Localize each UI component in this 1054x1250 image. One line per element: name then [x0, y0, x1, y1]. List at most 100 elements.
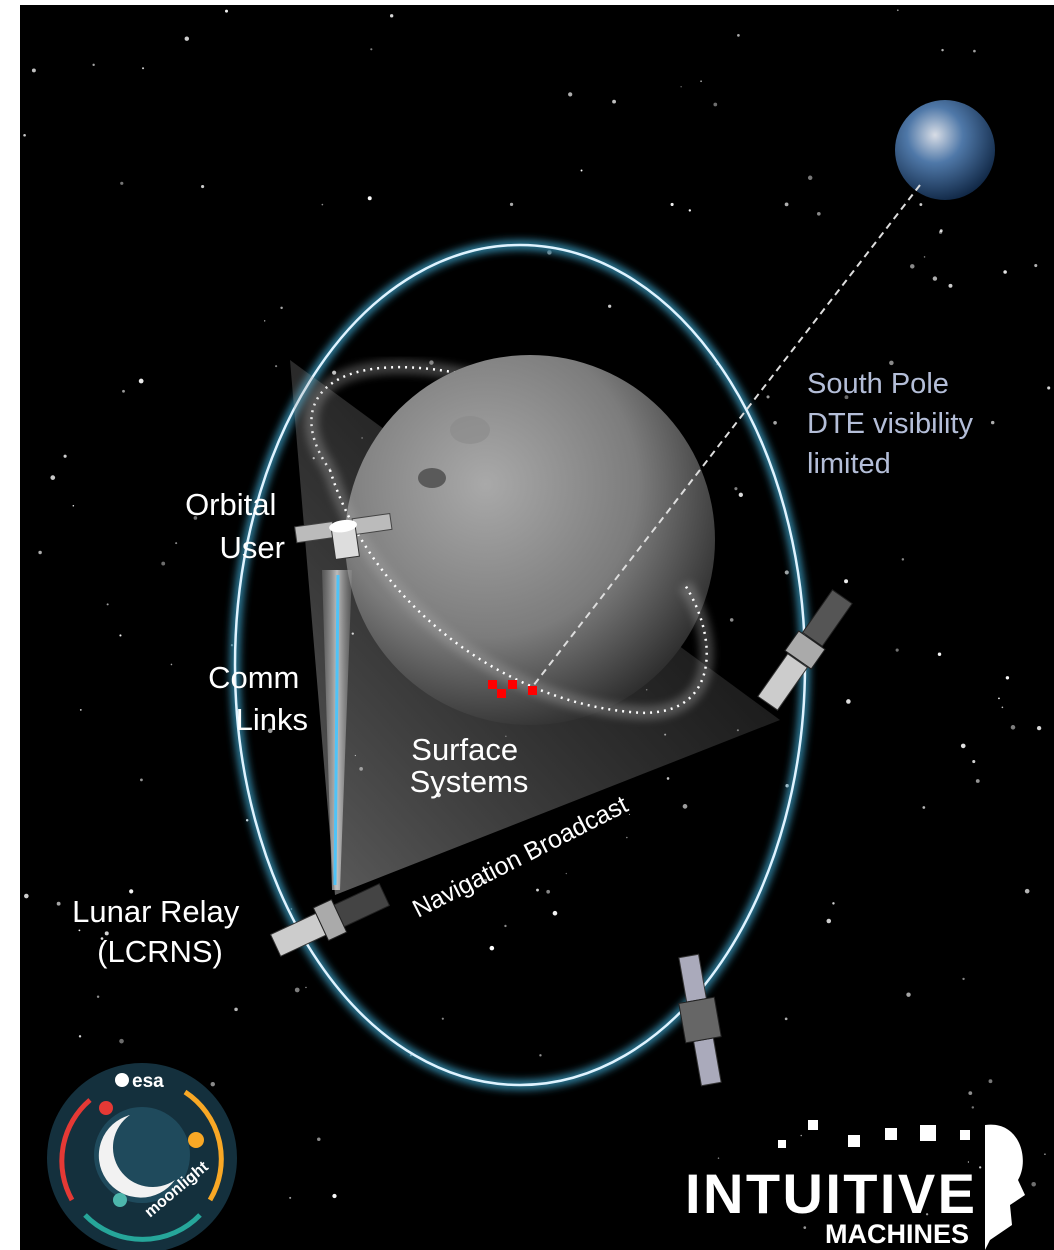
star: [680, 86, 682, 88]
star: [1034, 264, 1038, 268]
star: [580, 169, 583, 172]
user-orbit-back: [310, 365, 491, 471]
star: [332, 1193, 337, 1199]
star: [896, 9, 899, 12]
star: [539, 1054, 542, 1057]
star: [826, 918, 832, 924]
star: [612, 99, 616, 104]
star: [988, 1079, 993, 1084]
star: [245, 818, 249, 822]
star: [932, 276, 938, 281]
lunar-relay-label: Lunar Relay (LCRNS): [72, 894, 248, 969]
star: [889, 360, 894, 366]
star: [317, 1137, 321, 1142]
star: [175, 542, 178, 545]
surface-system: [488, 680, 497, 689]
star: [948, 283, 953, 288]
star: [120, 181, 124, 185]
star: [119, 1038, 124, 1044]
stars: [23, 9, 1051, 1229]
intuitive-text: INTUITIVE: [685, 1162, 975, 1225]
south-pole-label: South Pole DTE visibility limited: [807, 368, 981, 480]
star: [56, 901, 61, 906]
star: [846, 699, 851, 704]
dte-line: [529, 184, 921, 691]
star: [565, 872, 568, 875]
comm-link: [333, 574, 340, 886]
star: [713, 102, 718, 107]
star: [766, 395, 770, 399]
star: [106, 603, 109, 606]
star: [729, 618, 734, 622]
star: [122, 389, 125, 393]
star: [267, 728, 273, 734]
star: [92, 63, 95, 67]
moon: [345, 355, 715, 725]
star: [784, 1017, 788, 1021]
star: [941, 48, 944, 52]
star: [370, 48, 373, 51]
star: [72, 504, 75, 507]
star: [895, 648, 899, 652]
star: [626, 836, 628, 839]
star: [773, 420, 777, 425]
star: [923, 256, 926, 258]
star: [509, 202, 514, 206]
star: [78, 1035, 82, 1038]
star: [816, 211, 821, 216]
star: [24, 893, 29, 899]
star: [31, 68, 36, 73]
star: [608, 304, 612, 308]
star: [925, 1213, 929, 1216]
crater: [418, 468, 446, 488]
relay-satellite: [269, 883, 391, 957]
earth: [895, 100, 995, 200]
star: [483, 878, 488, 883]
star: [717, 1157, 720, 1159]
star: [119, 634, 122, 637]
star: [975, 779, 980, 783]
star: [1010, 725, 1016, 730]
star: [807, 175, 813, 181]
star: [1047, 386, 1051, 390]
star: [906, 992, 911, 997]
star: [960, 743, 966, 749]
user-orbit-front: [328, 469, 708, 715]
star: [552, 910, 558, 916]
star: [910, 264, 915, 269]
star: [184, 36, 190, 41]
star: [832, 902, 835, 905]
star: [971, 1106, 975, 1109]
star: [504, 924, 507, 928]
star: [1003, 270, 1007, 274]
star: [1001, 706, 1004, 709]
surface-system: [528, 686, 537, 695]
star: [688, 209, 692, 212]
star: [919, 203, 923, 206]
star: [23, 133, 26, 137]
star: [441, 1017, 444, 1020]
star: [170, 663, 173, 666]
star: [321, 203, 324, 206]
star: [844, 395, 849, 400]
star: [962, 977, 965, 981]
star: [129, 889, 134, 894]
star: [700, 80, 702, 83]
star: [546, 889, 551, 894]
star: [161, 561, 166, 566]
surface-systems-label: Surface Systems: [410, 732, 529, 799]
star: [489, 945, 495, 951]
star: [225, 9, 229, 13]
star: [50, 475, 56, 480]
star: [210, 1081, 215, 1087]
star: [922, 806, 926, 809]
star: [264, 320, 266, 322]
star: [289, 1196, 292, 1199]
star: [142, 67, 145, 70]
star: [784, 202, 789, 207]
star: [140, 778, 143, 782]
star: [100, 937, 104, 940]
star: [939, 229, 943, 233]
star: [670, 202, 674, 207]
